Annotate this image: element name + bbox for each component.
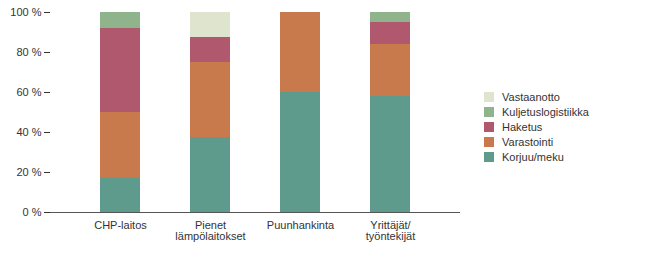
svg-text:Yrittäjät/työntekijät: Yrittäjät/työntekijät (366, 219, 416, 242)
svg-text:40 %: 40 % (16, 126, 41, 138)
svg-text:100 %: 100 % (10, 6, 41, 18)
svg-text:CHP-laitos: CHP-laitos (94, 219, 147, 231)
svg-text:Pienetlämpölaitokset: Pienetlämpölaitokset (175, 219, 245, 242)
svg-text:80 %: 80 % (16, 46, 41, 58)
svg-text:20 %: 20 % (16, 166, 41, 178)
html-text:Kuljetuslogistiikka: Kuljetuslogistiikka (502, 106, 589, 118)
svg-text:0 %: 0 % (23, 206, 42, 218)
html-text:Varastointi: Varastointi (502, 136, 554, 148)
svg-text:60 %: 60 % (16, 86, 41, 98)
html-text:Korjuu/meku: Korjuu/meku (502, 151, 564, 163)
html-text:Haketus: Haketus (502, 121, 543, 133)
svg-text:Puunhankinta: Puunhankinta (267, 219, 335, 231)
html-text:Vastaanotto: Vastaanotto (502, 91, 560, 103)
